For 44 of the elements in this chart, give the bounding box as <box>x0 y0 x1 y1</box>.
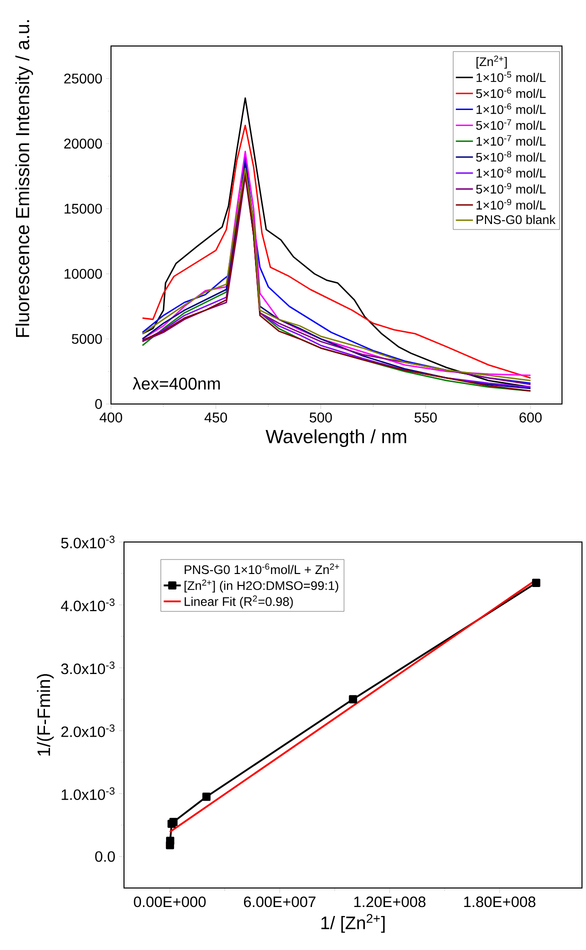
legend-label: PNS-G0 blank <box>476 214 556 224</box>
x-tick-label: 500 <box>310 412 332 422</box>
point <box>166 836 174 845</box>
y-tick-label: 1.0x10$^{-3}$ <box>62 787 115 800</box>
legend-label: Linear Fit (R$^{2}$=0.98) <box>184 595 293 608</box>
legend-label: 1×10$^{-8}$ mol/L <box>476 167 546 178</box>
y-tick-label: 5.0x10$^{-3}$ <box>61 536 115 548</box>
legend-title: [Zn$^{2+}$] <box>476 56 507 69</box>
point <box>202 792 211 801</box>
legend-label: 1×10$^{-5}$ mol/L <box>476 72 546 82</box>
legend-label: [Zn$^{2+}$] (in H2O:DMSO=99:1) <box>184 579 338 593</box>
y-tick-label: 2.0x10$^{-3}$ <box>61 724 115 738</box>
y-tick-label: 25000 <box>64 74 102 84</box>
y-axis-title: 1/(F-Fmin) <box>36 674 54 756</box>
x-axis-title: 1/ [Zn$^{2+}$] <box>321 914 385 933</box>
y-tick-label: 3.0x10$^{-3}$ <box>61 661 115 674</box>
x-tick-label: 0.00E+000 <box>134 896 206 908</box>
y-tick-label: 20000 <box>64 138 102 149</box>
legend-title: PNS-G0 1×10$^{-6}$mol/L + Zn$^{2+}$ <box>184 563 340 574</box>
y-tick-label: 10000 <box>64 268 102 279</box>
legend-label: 1×10$^{-9}$ mol/L <box>476 198 546 210</box>
x-axis-title: Wavelength / nm <box>266 429 406 448</box>
y-tick-label: 0.0 <box>95 851 115 862</box>
y-tick-label: 15000 <box>64 204 102 214</box>
x-tick-label: 1.80E+008 <box>464 896 536 908</box>
x-tick-label: 550 <box>414 412 437 422</box>
y-tick-label: 4.0x10$^{-3}$ <box>60 598 115 612</box>
x-tick-label: 400 <box>100 412 122 422</box>
x-tick-label: 1.20E+008 <box>354 896 426 908</box>
y-axis-title: Fluorescence Emission Intensity / a.u. <box>15 20 34 337</box>
legend-label: 5×10$^{-6}$ mol/L <box>476 87 546 98</box>
point <box>348 695 358 704</box>
legend-label: 5×10$^{-8}$ mol/L <box>476 151 546 162</box>
legend-label: 1×10$^{-6}$ mol/L <box>476 103 546 114</box>
annotation: λex=400nm <box>132 377 220 390</box>
y-tick-label: 5000 <box>72 334 102 344</box>
legend-label: 5×10$^{-9}$ mol/L <box>476 183 546 194</box>
legend-label: 1×10$^{-7}$ mol/L <box>476 135 546 146</box>
legend-label: 5×10$^{-7}$ mol/L <box>476 119 546 130</box>
x-tick-label: 450 <box>204 412 228 422</box>
x-tick-label: 6.00E+007 <box>244 896 316 908</box>
x-tick-label: 600 <box>520 412 542 422</box>
point <box>532 578 540 587</box>
y-tick-label: 0 <box>95 399 102 409</box>
